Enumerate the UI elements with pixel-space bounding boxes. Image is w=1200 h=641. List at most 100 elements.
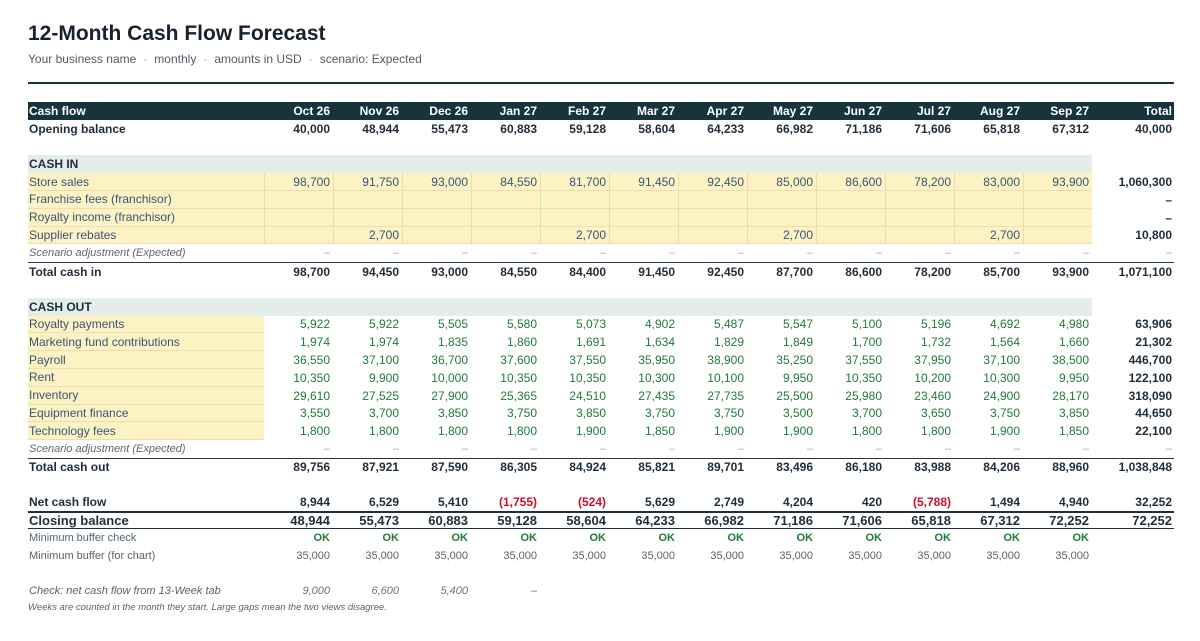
cell-cash-out-row[interactable]: 1,564: [989, 335, 1020, 350]
cell-cash-out-row[interactable]: 3,850: [437, 406, 468, 421]
cell-cash-out-row[interactable]: 1,800: [368, 424, 399, 439]
cell-cash-in-row[interactable]: [885, 190, 954, 209]
cell-cash-out-row[interactable]: 5,196: [920, 317, 951, 332]
cell-cash-out-row[interactable]: 1,800: [506, 424, 537, 439]
cell-cash-out-row[interactable]: 25,500: [776, 388, 813, 403]
cell-cash-out-row[interactable]: 37,100: [362, 353, 399, 368]
cell-cash-in-row[interactable]: [540, 208, 609, 227]
cell-cash-out-row[interactable]: 4,902: [644, 317, 675, 332]
cell-cash-in-row[interactable]: [954, 208, 1023, 227]
cell-cash-in-row[interactable]: 93,900: [1023, 173, 1092, 191]
cell-cash-out-row[interactable]: 36,700: [431, 353, 468, 368]
cell-cash-out-row[interactable]: 1,900: [713, 424, 744, 439]
cell-cash-out-row[interactable]: 5,547: [782, 317, 813, 332]
cell-cash-out-row[interactable]: 1,835: [437, 335, 468, 350]
cell-cash-in-row[interactable]: [678, 208, 747, 227]
cell-cash-out-row[interactable]: 23,460: [914, 388, 951, 403]
cell-cash-in-row[interactable]: 2,700: [540, 226, 609, 245]
cell-cash-out-row[interactable]: 10,000: [431, 370, 468, 385]
cell-cash-out-row[interactable]: 1,849: [782, 335, 813, 350]
cell-cash-in-row[interactable]: 91,750: [333, 173, 402, 191]
cell-cash-out-row[interactable]: 5,580: [506, 317, 537, 332]
cell-cash-in-row[interactable]: [471, 226, 540, 245]
cell-cash-out-row[interactable]: 10,100: [707, 370, 744, 385]
cell-cash-out-row[interactable]: 3,750: [506, 406, 537, 421]
cell-cash-out-row[interactable]: 37,550: [569, 353, 606, 368]
cell-cash-in-row[interactable]: 2,700: [954, 226, 1023, 245]
cell-cash-in-row[interactable]: 92,450: [678, 173, 747, 191]
cell-cash-out-row[interactable]: 1,800: [851, 424, 882, 439]
cell-cash-out-row[interactable]: 36,550: [293, 353, 330, 368]
cell-cash-out-row[interactable]: 10,350: [845, 370, 882, 385]
cell-cash-out-row[interactable]: 1,800: [299, 424, 330, 439]
cell-cash-in-row[interactable]: [747, 190, 816, 209]
cell-cash-out-row[interactable]: 5,505: [437, 317, 468, 332]
cell-cash-in-row[interactable]: [333, 190, 402, 209]
cell-cash-out-row[interactable]: 24,510: [569, 388, 606, 403]
cell-cash-in-row[interactable]: 2,700: [747, 226, 816, 245]
cell-cash-in-row[interactable]: [678, 226, 747, 245]
cell-cash-out-row[interactable]: 1,800: [920, 424, 951, 439]
cell-cash-out-row[interactable]: 3,750: [644, 406, 675, 421]
cell-cash-out-row[interactable]: 9,950: [782, 370, 813, 385]
cell-cash-out-row[interactable]: 1,634: [644, 335, 675, 350]
cell-cash-in-row[interactable]: [264, 226, 333, 245]
cell-cash-out-row[interactable]: 37,950: [914, 353, 951, 368]
cell-cash-out-row[interactable]: 9,950: [1058, 370, 1089, 385]
cell-cash-out-row[interactable]: 3,700: [368, 406, 399, 421]
cell-cash-in-row[interactable]: [954, 190, 1023, 209]
cell-cash-in-row[interactable]: [471, 208, 540, 227]
cell-cash-in-row[interactable]: 86,600: [816, 173, 885, 191]
cell-cash-out-row[interactable]: 35,250: [776, 353, 813, 368]
cell-cash-out-row[interactable]: 10,350: [293, 370, 330, 385]
cell-cash-out-row[interactable]: 10,300: [638, 370, 675, 385]
cell-cash-out-row[interactable]: 9,900: [368, 370, 399, 385]
cell-cash-out-row[interactable]: 3,550: [299, 406, 330, 421]
cell-cash-in-row[interactable]: [402, 190, 471, 209]
cell-cash-out-row[interactable]: 1,732: [920, 335, 951, 350]
cell-cash-out-row[interactable]: 3,850: [1058, 406, 1089, 421]
cell-cash-out-row[interactable]: 1,700: [851, 335, 882, 350]
cell-cash-out-row[interactable]: 5,922: [368, 317, 399, 332]
cell-cash-in-row[interactable]: [609, 208, 678, 227]
cell-cash-out-row[interactable]: 10,350: [500, 370, 537, 385]
cell-cash-out-row[interactable]: 3,500: [782, 406, 813, 421]
cell-cash-out-row[interactable]: 37,100: [983, 353, 1020, 368]
cell-cash-out-row[interactable]: 37,600: [500, 353, 537, 368]
cell-cash-out-row[interactable]: 3,750: [989, 406, 1020, 421]
cell-cash-out-row[interactable]: 5,922: [299, 317, 330, 332]
cell-cash-in-row[interactable]: [402, 226, 471, 245]
cell-cash-in-row[interactable]: [402, 208, 471, 227]
cell-cash-out-row[interactable]: 1,850: [1058, 424, 1089, 439]
cell-cash-out-row[interactable]: 38,900: [707, 353, 744, 368]
cell-cash-out-row[interactable]: 1,900: [575, 424, 606, 439]
cell-cash-in-row[interactable]: [471, 190, 540, 209]
cell-cash-in-row[interactable]: [885, 208, 954, 227]
cell-cash-out-row[interactable]: 25,980: [845, 388, 882, 403]
cell-cash-in-row[interactable]: [1023, 208, 1092, 227]
cell-cash-out-row[interactable]: 29,610: [293, 388, 330, 403]
cell-cash-out-row[interactable]: 10,350: [569, 370, 606, 385]
cell-cash-in-row[interactable]: 98,700: [264, 173, 333, 191]
cell-cash-in-row[interactable]: 93,000: [402, 173, 471, 191]
cell-cash-out-row[interactable]: 3,750: [713, 406, 744, 421]
cell-cash-out-row[interactable]: 5,073: [575, 317, 606, 332]
cell-cash-in-row[interactable]: [816, 190, 885, 209]
cell-cash-in-row[interactable]: 83,000: [954, 173, 1023, 191]
cell-cash-in-row[interactable]: [333, 208, 402, 227]
cell-cash-out-row[interactable]: 27,435: [638, 388, 675, 403]
cell-cash-out-row[interactable]: 27,525: [362, 388, 399, 403]
cell-cash-in-row[interactable]: [816, 208, 885, 227]
cell-cash-in-row[interactable]: [885, 226, 954, 245]
cell-cash-out-row[interactable]: 27,735: [707, 388, 744, 403]
cell-cash-in-row[interactable]: [747, 208, 816, 227]
cell-cash-in-row[interactable]: 78,200: [885, 173, 954, 191]
cell-cash-out-row[interactable]: 1,900: [782, 424, 813, 439]
cell-cash-out-row[interactable]: 38,500: [1052, 353, 1089, 368]
cell-cash-out-row[interactable]: 3,850: [575, 406, 606, 421]
cell-cash-out-row[interactable]: 5,100: [851, 317, 882, 332]
cell-cash-out-row[interactable]: 1,800: [437, 424, 468, 439]
cell-cash-in-row[interactable]: 91,450: [609, 173, 678, 191]
cell-cash-in-row[interactable]: [1023, 226, 1092, 245]
cell-cash-out-row[interactable]: 1,860: [506, 335, 537, 350]
